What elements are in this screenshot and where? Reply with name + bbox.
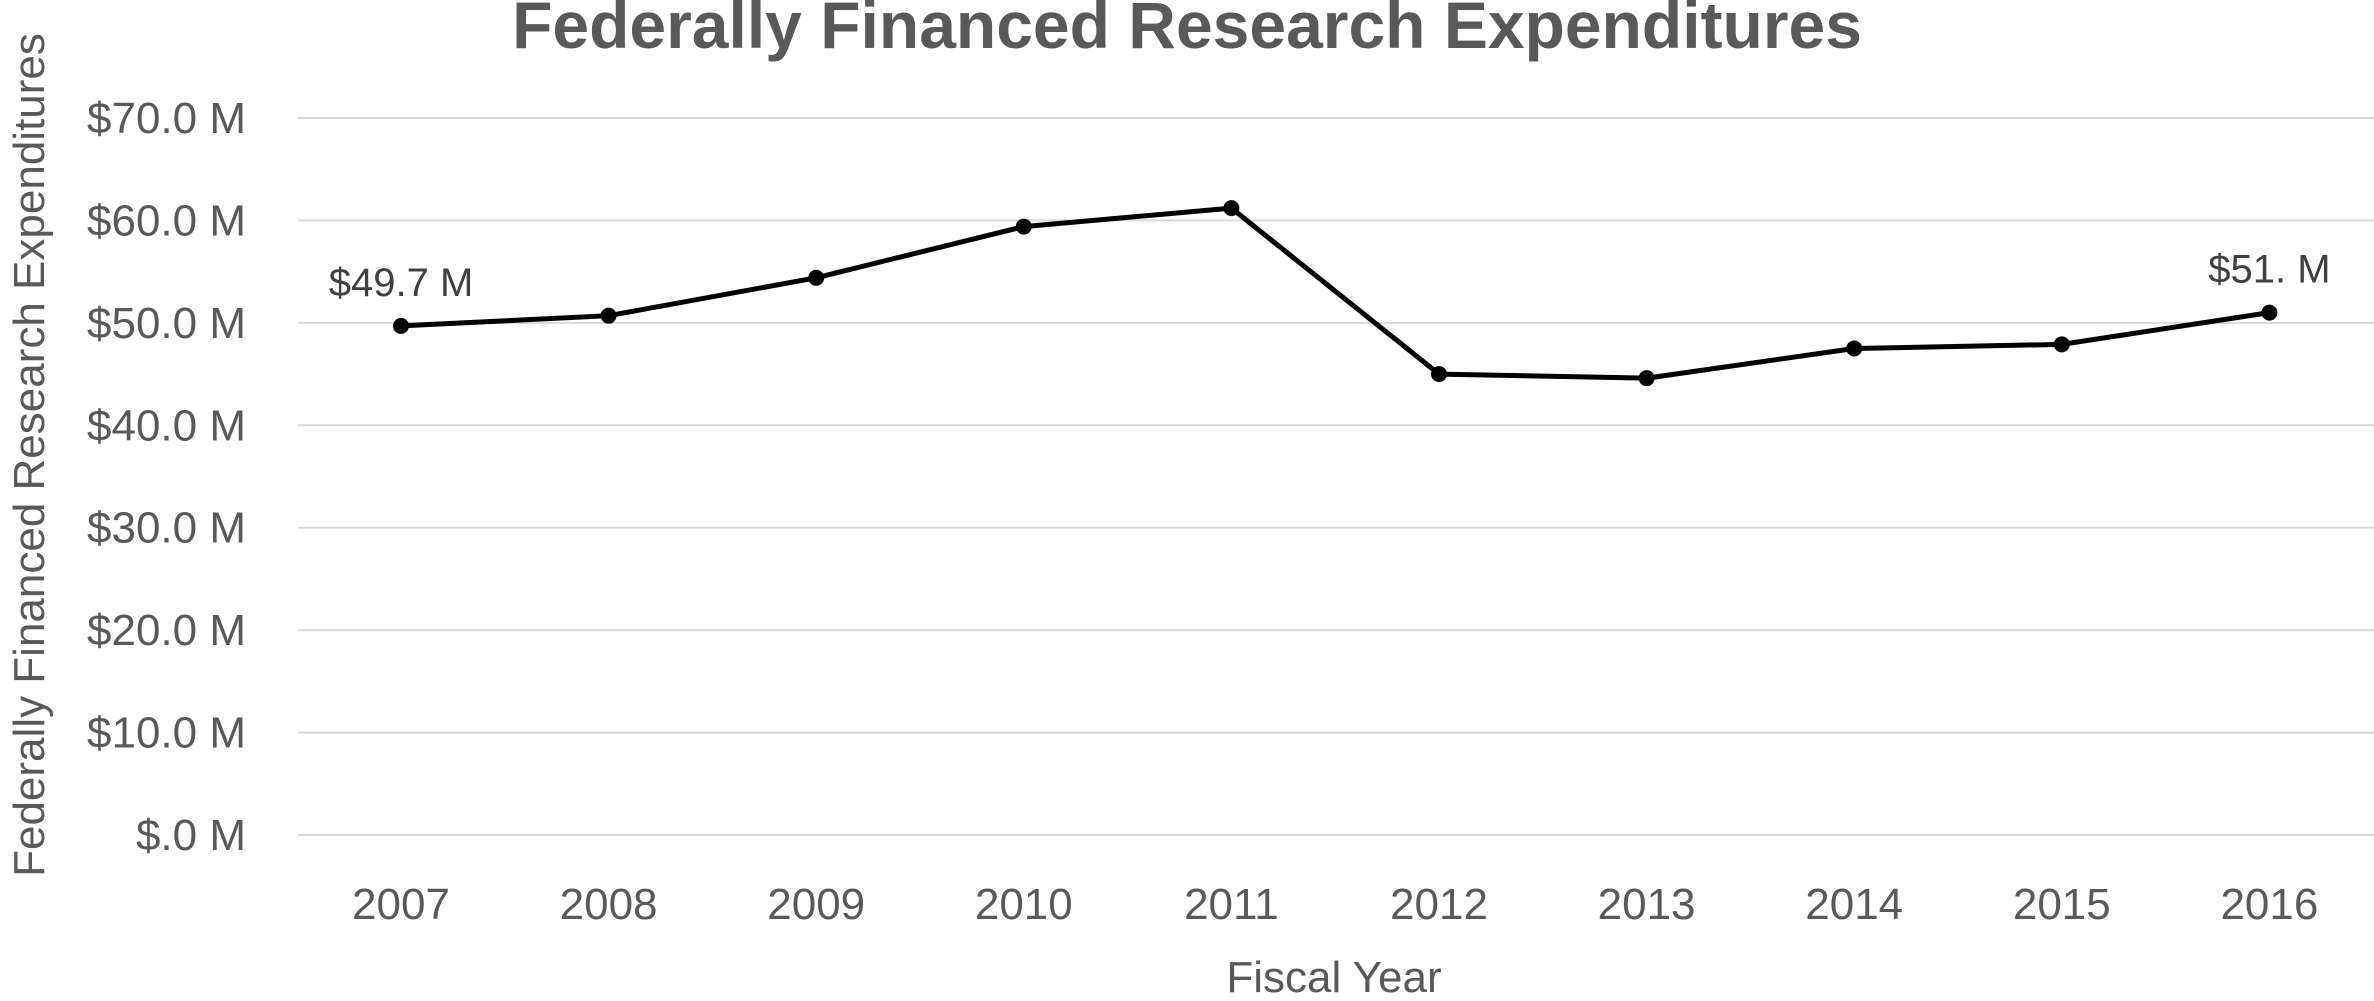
x-tick-label: 2014 (1805, 880, 1903, 929)
x-tick-label: 2016 (2220, 880, 2318, 929)
data-point (1223, 200, 1240, 217)
chart-title: Federally Financed Research Expenditures (512, 0, 1862, 62)
data-point (393, 317, 409, 334)
data-point (1846, 340, 1863, 357)
y-tick-label: $40.0 M (87, 401, 246, 450)
x-tick-label: 2011 (1184, 880, 1279, 929)
data-point (1015, 218, 1032, 235)
y-tick-label: $60.0 M (87, 196, 246, 245)
y-axis-title: Federally Financed Research Expenditures (5, 33, 54, 877)
data-point (808, 269, 825, 286)
y-tick-label: $70.0 M (87, 94, 246, 143)
x-tick-labels: 2007 2008 2009 2010 2011 2012 2013 2014 2015 2016 (352, 880, 2318, 929)
data-labels: $49.7 M $51. M (329, 248, 2331, 305)
x-tick-label: 2013 (1598, 880, 1696, 929)
data-point (2261, 304, 2278, 321)
y-tick-label: $20.0 M (87, 606, 246, 655)
x-tick-label: 2007 (352, 880, 450, 929)
data-point (1431, 366, 1447, 383)
y-tick-label: $30.0 M (87, 504, 246, 553)
y-tick-label: $50.0 M (87, 299, 246, 348)
y-tick-label: $10.0 M (87, 709, 246, 758)
x-tick-label: 2012 (1390, 880, 1488, 929)
series-line (400, 205, 2270, 381)
data-point (2053, 336, 2070, 353)
series (393, 200, 2278, 387)
data-point (600, 307, 617, 324)
x-tick-label: 2010 (975, 880, 1073, 929)
data-label: $51. M (2208, 248, 2330, 292)
y-tick-labels: $.0 M $10.0 M $20.0 M $30.0 M $40.0 M $50.0 M… (87, 94, 246, 860)
data-label: $49.7 M (329, 261, 474, 305)
x-tick-label: 2015 (2013, 880, 2111, 929)
x-tick-label: 2009 (767, 880, 865, 929)
gridlines (298, 117, 2374, 836)
data-point (1638, 370, 1655, 387)
x-tick-label: 2008 (560, 880, 658, 929)
x-axis-title: Fiscal Year (1226, 953, 1441, 1001)
y-tick-label: $.0 M (136, 811, 246, 860)
